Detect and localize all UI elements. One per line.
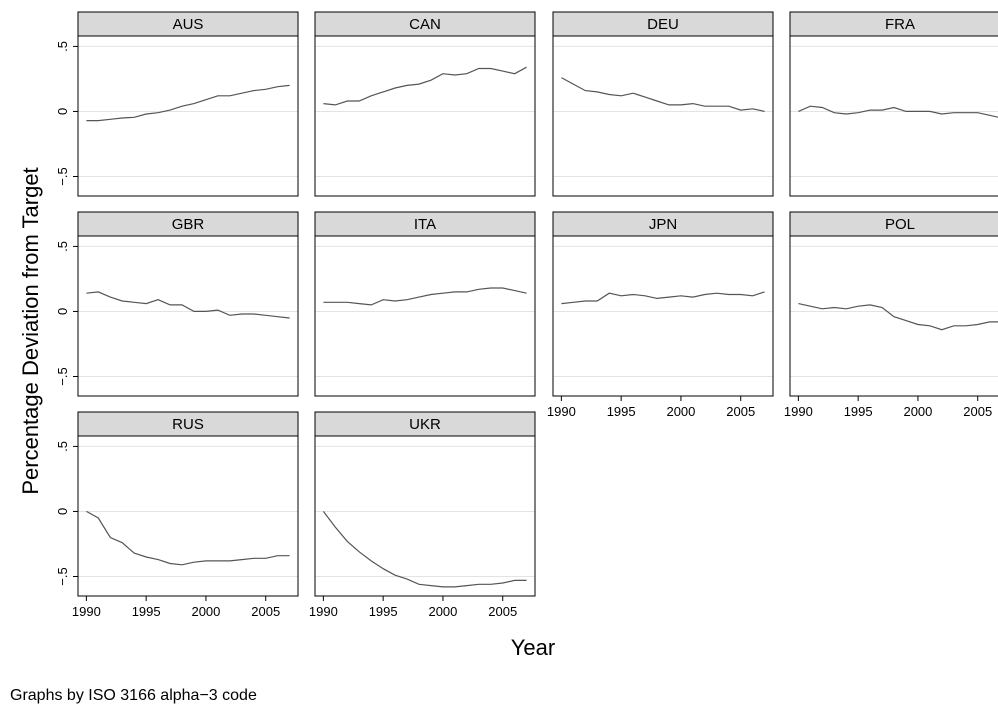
x-tick-label: 2000 — [903, 404, 932, 419]
plot-frame — [77, 235, 299, 397]
x-tick-label: 1995 — [369, 604, 398, 619]
series-line-ukr — [322, 511, 527, 588]
panel-ukr: UKR 1990 1995 2000 2005 — [309, 411, 536, 619]
x-tick-label: 1990 — [72, 604, 101, 619]
series-line-gbr — [86, 291, 290, 319]
x-tick-label: 2005 — [251, 604, 280, 619]
panel-title: RUS — [172, 416, 204, 433]
panel-aus: AUS .5 0 −.5 — [55, 11, 299, 197]
x-tick-label: 1990 — [309, 604, 338, 619]
panel-rus: RUS .5 0 −.5 1990 1995 2000 2005 — [55, 411, 299, 619]
panel-deu: DEU — [552, 11, 774, 197]
x-tick-label: 2000 — [191, 604, 220, 619]
panel-gbr: GBR .5 0 −.5 — [55, 211, 299, 397]
y-axis-title: Percentage Deviation from Target — [18, 167, 43, 494]
panels: AUS .5 0 −.5 CAN DEU FRA GBR .5 0 −.5 ITA JPN 1990 199… — [55, 11, 998, 619]
panel-header — [552, 11, 774, 37]
panel-header — [77, 411, 299, 437]
panel-pol: POL 1990 1995 2000 2005 — [784, 211, 998, 419]
x-tick-label: 2005 — [726, 404, 755, 419]
y-tick-label: 0 — [55, 508, 70, 515]
panel-title: ITA — [414, 216, 436, 233]
panel-fra: FRA — [789, 11, 998, 197]
series-line-rus — [86, 510, 290, 566]
x-tick-label: 1990 — [784, 404, 813, 419]
series-line-fra — [798, 105, 998, 118]
panel-title: AUS — [173, 16, 204, 33]
panel-title: CAN — [409, 16, 441, 33]
y-tick-label: .5 — [55, 441, 70, 452]
panel-jpn: JPN 1990 1995 2000 2005 — [547, 211, 774, 419]
panel-header — [77, 11, 299, 37]
series-line-jpn — [561, 291, 765, 305]
x-tick-label: 1995 — [844, 404, 873, 419]
graphs-by-note: Graphs by ISO 3166 alpha−3 code — [10, 687, 257, 704]
panel-header — [789, 211, 998, 237]
panel-title: DEU — [647, 16, 679, 33]
series-line-ita — [323, 287, 527, 306]
x-tick-label: 1995 — [607, 404, 636, 419]
y-tick-label: 0 — [55, 108, 70, 115]
y-tick-label: −.5 — [55, 567, 70, 585]
series-line-pol — [798, 303, 998, 331]
plot-frame — [552, 35, 774, 197]
panel-can: CAN — [314, 11, 536, 197]
panel-ita: ITA — [314, 211, 536, 397]
plot-frame — [789, 35, 998, 197]
y-tick-label: −.5 — [55, 167, 70, 185]
x-tick-label: 2000 — [666, 404, 695, 419]
plot-frame — [552, 235, 774, 397]
panel-header — [314, 211, 536, 237]
panel-header — [77, 211, 299, 237]
x-tick-label: 1995 — [132, 604, 161, 619]
panel-header — [314, 411, 536, 437]
x-tick-label: 2005 — [963, 404, 992, 419]
plot-frame — [789, 235, 998, 397]
panel-title: POL — [885, 216, 915, 233]
panel-title: GBR — [172, 216, 205, 233]
x-tick-label: 2000 — [428, 604, 457, 619]
y-tick-label: 0 — [55, 308, 70, 315]
plot-frame — [314, 35, 536, 197]
x-axis-title: Year — [511, 635, 555, 660]
x-tick-label: 2005 — [488, 604, 517, 619]
panel-title: FRA — [885, 16, 915, 33]
plot-frame — [77, 435, 299, 597]
series-line-aus — [86, 84, 290, 122]
x-tick-label: 1990 — [547, 404, 576, 419]
series-line-can — [323, 66, 527, 106]
plot-frame — [77, 35, 299, 197]
y-tick-label: −.5 — [55, 367, 70, 385]
panel-header — [552, 211, 774, 237]
panel-title: JPN — [649, 216, 677, 233]
y-tick-label: .5 — [55, 241, 70, 252]
panel-title: UKR — [409, 416, 441, 433]
panel-header — [789, 11, 998, 37]
series-line-deu — [561, 77, 765, 112]
plot-frame — [314, 435, 536, 597]
plot-frame — [314, 235, 536, 397]
panel-header — [314, 11, 536, 37]
y-tick-label: .5 — [55, 41, 70, 52]
